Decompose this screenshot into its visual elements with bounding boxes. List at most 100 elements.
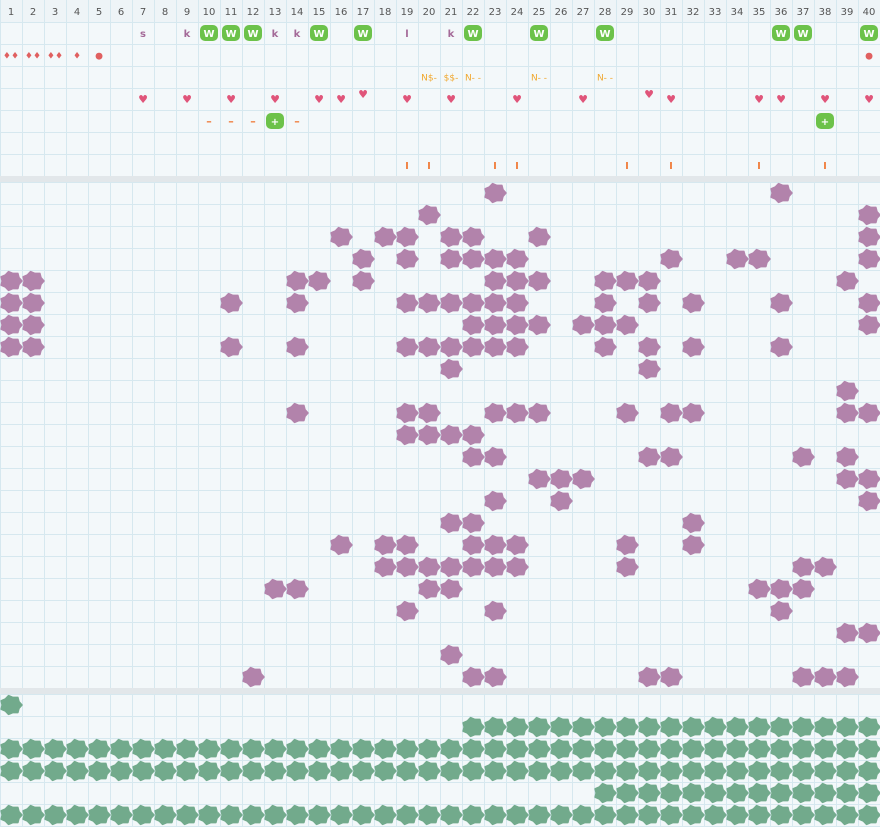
- column-number: 3: [52, 7, 58, 18]
- middle-blob: [440, 424, 463, 446]
- middle-blob: [682, 534, 705, 556]
- column-number: 24: [511, 7, 524, 18]
- bottom-blob: [858, 738, 880, 760]
- separator: [0, 176, 880, 182]
- bottom-blob: [176, 804, 199, 826]
- column-number: 7: [140, 7, 146, 18]
- column-number: 9: [184, 7, 190, 18]
- column-number: 22: [467, 7, 480, 18]
- bottom-blob: [176, 760, 199, 782]
- middle-blob: [462, 556, 485, 578]
- heart: ♥: [336, 93, 346, 106]
- column-number: 35: [753, 7, 766, 18]
- letter: s: [140, 29, 146, 40]
- drop: ♦♦: [47, 52, 63, 62]
- bottom-blob: [66, 804, 89, 826]
- middle-blob: [660, 446, 683, 468]
- note: $$-: [444, 74, 459, 84]
- column-number: 31: [665, 7, 678, 18]
- bottom-blob: [770, 738, 793, 760]
- bottom-blob: [330, 804, 353, 826]
- bottom-blob: [352, 760, 375, 782]
- plus: +: [821, 117, 829, 128]
- plus-bg: [816, 113, 834, 129]
- column-number: 16: [335, 7, 348, 18]
- bottom-blob: [616, 738, 639, 760]
- middle-blob: [594, 270, 617, 292]
- bottom-blob: [0, 804, 23, 826]
- bottom-blob: [44, 804, 67, 826]
- bottom-blob: [748, 738, 771, 760]
- bottom-blob: [638, 738, 661, 760]
- bottom-blob: [726, 804, 749, 826]
- bottom-blob: [704, 738, 727, 760]
- middle-blob: [220, 292, 243, 314]
- middle-blob: [264, 578, 287, 600]
- bottom-blob: [594, 716, 617, 738]
- bottom-blob: [858, 716, 880, 738]
- middle-blob: [330, 226, 353, 248]
- column-number: 27: [577, 7, 590, 18]
- middle-blob: [550, 468, 573, 490]
- bottom-blob: [506, 716, 529, 738]
- note: N- -: [465, 74, 481, 84]
- column-number: 2: [30, 7, 36, 18]
- column-number: 10: [203, 7, 216, 18]
- middle-blob: [528, 226, 551, 248]
- column-number: 4: [74, 7, 80, 18]
- middle-blob: [484, 336, 507, 358]
- middle-blob: [858, 402, 880, 424]
- bottom-blob: [154, 738, 177, 760]
- middle-blob: [418, 556, 441, 578]
- badge: W: [467, 29, 478, 40]
- bar: I: [625, 161, 629, 172]
- middle-blob: [682, 292, 705, 314]
- middle-blob: [682, 512, 705, 534]
- letter: k: [272, 29, 279, 40]
- bottom-blob: [682, 716, 705, 738]
- bottom-blob: [198, 804, 221, 826]
- bottom-blob: [704, 760, 727, 782]
- middle-blob: [0, 336, 23, 358]
- middle-blob: [528, 314, 551, 336]
- middle-blob: [484, 534, 507, 556]
- heart: ♥: [820, 93, 830, 106]
- column-number: 5: [96, 7, 102, 18]
- column-number: 36: [775, 7, 788, 18]
- bottom-blob: [132, 738, 155, 760]
- middle-blob: [572, 468, 595, 490]
- middle-blob: [396, 402, 419, 424]
- heart-raised: ♥: [644, 88, 654, 101]
- bottom-blob: [726, 716, 749, 738]
- middle-blob: [242, 666, 265, 688]
- middle-blob: [770, 292, 793, 314]
- middle-blob: [836, 622, 859, 644]
- bottom-blob: [484, 716, 507, 738]
- middle-blob: [462, 666, 485, 688]
- bottom-blob: [264, 738, 287, 760]
- middle-blob: [836, 468, 859, 490]
- bottom-blob: [132, 804, 155, 826]
- bottom-blob: [814, 804, 837, 826]
- middle-blob: [748, 578, 771, 600]
- column-number: 19: [401, 7, 414, 18]
- letter: k: [448, 29, 455, 40]
- badge-bg: [310, 25, 328, 41]
- bottom-blob: [748, 760, 771, 782]
- separator: [0, 688, 880, 694]
- heart: ♥: [182, 93, 192, 106]
- badge: W: [533, 29, 544, 40]
- middle-blob: [616, 534, 639, 556]
- dash: –: [228, 115, 234, 128]
- bottom-blob: [792, 760, 815, 782]
- middle-blob: [748, 248, 771, 270]
- middle-blob: [660, 248, 683, 270]
- middle-blob: [418, 292, 441, 314]
- dash: –: [206, 115, 212, 128]
- bottom-blob: [638, 760, 661, 782]
- heart: ♥: [446, 93, 456, 106]
- bottom-blob: [352, 804, 375, 826]
- column-number: 18: [379, 7, 392, 18]
- middle-blob: [440, 512, 463, 534]
- middle-blob: [286, 402, 309, 424]
